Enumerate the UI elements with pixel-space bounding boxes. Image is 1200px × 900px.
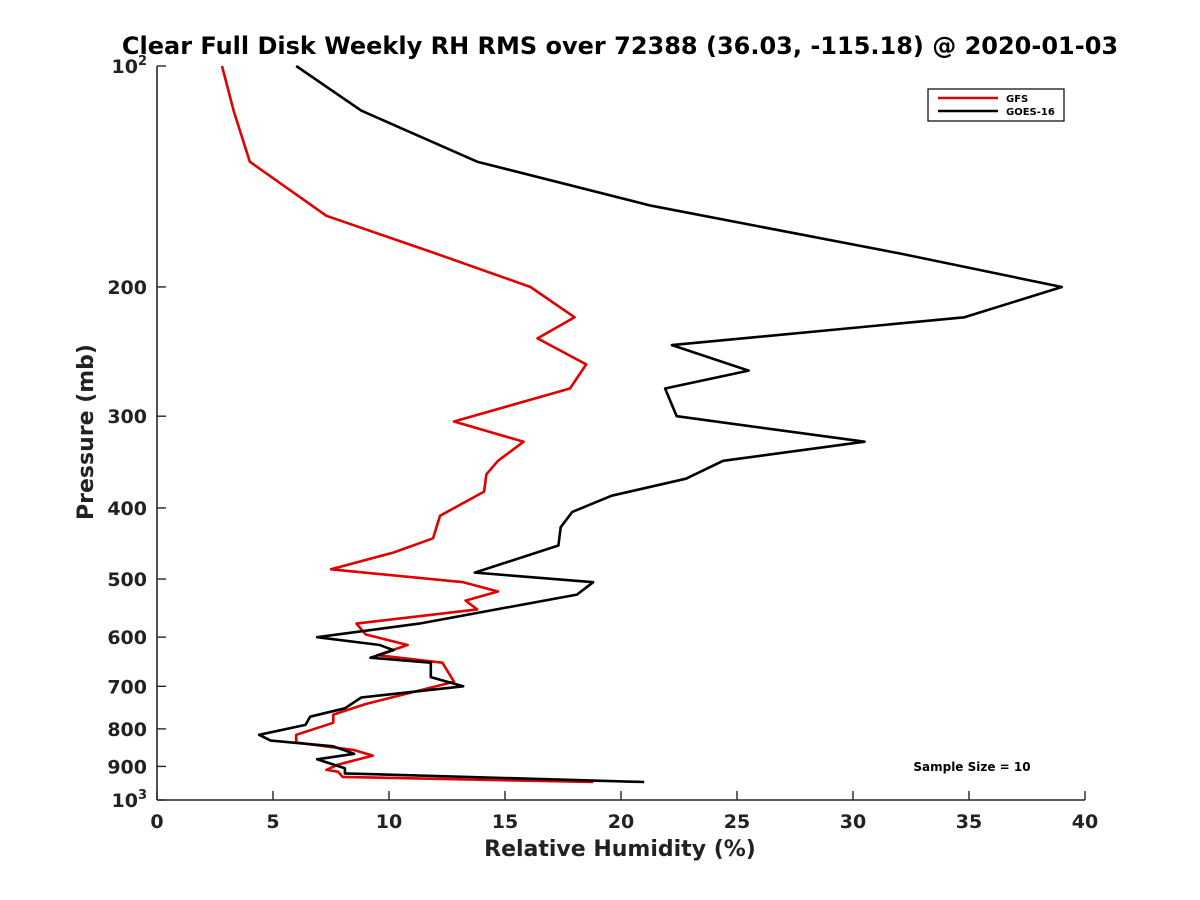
legend-entry-label: GFS [1006, 94, 1028, 105]
chart-title: Clear Full Disk Weekly RH RMS over 72388… [122, 32, 1118, 60]
x-tick-label: 35 [956, 811, 982, 833]
y-tick-label-power: 103 [112, 788, 148, 812]
x-tick-label: 40 [1072, 811, 1098, 833]
x-tick-label: 25 [724, 811, 750, 833]
series-line-goes-16 [257, 64, 1064, 784]
y-tick-label: 700 [107, 676, 147, 698]
x-tick-label: 20 [608, 811, 634, 833]
sample-size-annotation: Sample Size = 10 [913, 760, 1030, 774]
y-tick-label: 400 [107, 498, 147, 520]
legend-entry-label: GOES-16 [1006, 107, 1055, 118]
y-tick-label: 900 [107, 756, 147, 778]
x-tick-label: 15 [492, 811, 518, 833]
series-group [220, 64, 1064, 784]
x-tick-label: 0 [150, 811, 163, 833]
legend-box [927, 88, 1065, 122]
x-tick-label: 10 [376, 811, 402, 833]
y-tick-label: 200 [107, 277, 147, 299]
y-tick-label-exponent: 2 [138, 54, 147, 69]
legend: GFS GOES-16 [927, 88, 1065, 122]
y-tick-label-exponent: 3 [138, 788, 147, 803]
y-axis-label: Pressure (mb) [74, 344, 99, 520]
x-tick-label: 30 [840, 811, 866, 833]
x-axis-label: Relative Humidity (%) [484, 837, 756, 862]
y-tick-label-power: 102 [112, 54, 148, 78]
y-tick-label-base: 10 [112, 56, 138, 78]
y-tick-label-base: 10 [112, 790, 138, 812]
annotations: Sample Size = 10 [913, 760, 1030, 774]
y-tick-label: 300 [107, 406, 147, 428]
y-tick-label: 800 [107, 719, 147, 741]
y-tick-label: 600 [107, 627, 147, 649]
y-tick-label: 500 [107, 569, 147, 591]
x-axis: 0 5 10 15 20 25 30 35 40 [150, 791, 1098, 833]
x-tick-label: 5 [266, 811, 279, 833]
